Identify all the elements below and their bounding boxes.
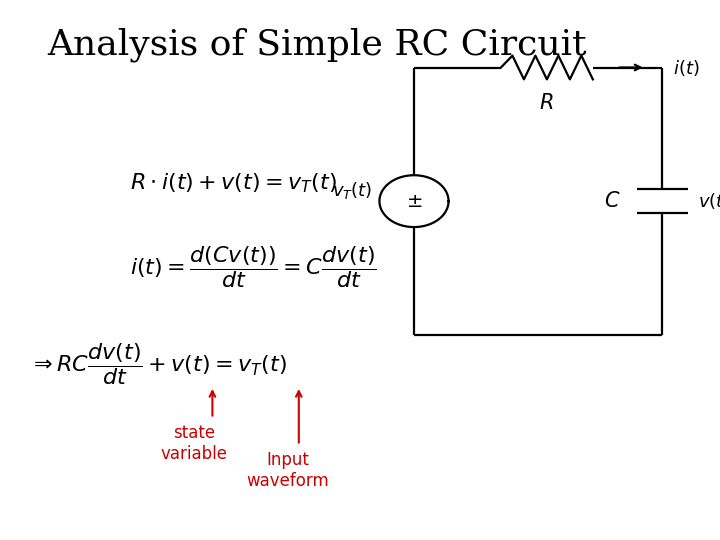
- Text: C: C: [605, 191, 619, 211]
- Text: Analysis of Simple RC Circuit: Analysis of Simple RC Circuit: [47, 27, 587, 62]
- Text: $R \cdot i(t) + v(t) = v_T(t)$: $R \cdot i(t) + v(t) = v_T(t)$: [130, 172, 336, 195]
- Text: $\Rightarrow RC\dfrac{dv(t)}{dt} + v(t) = v_T(t)$: $\Rightarrow RC\dfrac{dv(t)}{dt} + v(t) …: [29, 341, 287, 388]
- Text: $v(t)$: $v(t)$: [698, 191, 720, 211]
- Text: Input
waveform: Input waveform: [247, 451, 329, 490]
- Text: state
variable: state variable: [161, 424, 228, 463]
- Text: $i(t)$: $i(t)$: [673, 57, 700, 78]
- Text: $v_T(t)$: $v_T(t)$: [332, 180, 372, 201]
- Text: $\pm$: $\pm$: [406, 192, 422, 211]
- Text: $i(t) = \dfrac{d(Cv(t))}{dt} = C\dfrac{dv(t)}{dt}$: $i(t) = \dfrac{d(Cv(t))}{dt} = C\dfrac{d…: [130, 244, 377, 291]
- Text: R: R: [540, 92, 554, 113]
